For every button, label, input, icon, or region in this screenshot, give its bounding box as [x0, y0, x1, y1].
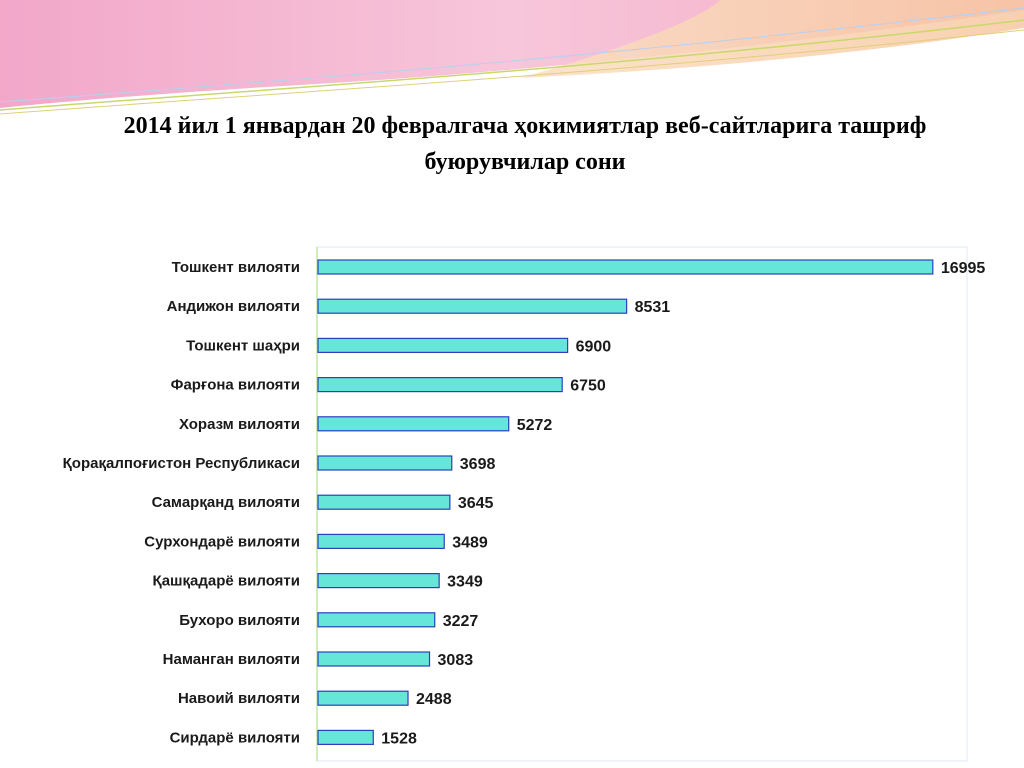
bar: [317, 573, 440, 589]
bar: [317, 298, 628, 314]
bar-chart: Тошкент вилояти 16995 Андижон вилояти 8531 Т…: [63, 246, 986, 762]
chart-title-line-1: 2014 йил 1 январдан 20 февралгача ҳокими…: [123, 113, 927, 139]
category-label: Хоразм вилояти: [179, 416, 300, 433]
value-label: 3489: [452, 534, 488, 551]
bars-group: Тошкент вилояти 16995 Андижон вилояти 8531 Т…: [63, 259, 986, 747]
value-label: 3645: [458, 495, 494, 512]
bar: [317, 690, 409, 706]
category-label: Андижон вилояти: [167, 298, 300, 315]
value-label: 5272: [517, 417, 553, 434]
bar: [317, 416, 510, 432]
bar: [317, 337, 569, 354]
category-label: Навоий вилояти: [178, 690, 300, 707]
chart-title: 2014 йил 1 январдан 20 февралгача ҳокими…: [30, 108, 1020, 180]
bar: [317, 533, 445, 549]
value-label: 6900: [576, 338, 612, 355]
category-label: Қашқадарё вилояти: [153, 573, 300, 590]
category-label: Самарқанд вилояти: [152, 494, 300, 511]
value-label: 2488: [416, 691, 452, 708]
category-label: Сирдарё вилояти: [170, 729, 300, 746]
category-label: Сурхондарё вилояти: [144, 533, 300, 550]
value-label: 3083: [438, 652, 474, 669]
category-label: Бухоро вилояти: [179, 612, 300, 629]
bar: [317, 455, 453, 471]
category-label: Қорақалпоғистон Республикаси: [63, 455, 300, 472]
chart-title-line-2: буюрувчилар сони: [424, 149, 626, 175]
bar: [317, 259, 934, 275]
bar: [317, 651, 431, 667]
bar: [317, 612, 436, 628]
value-label: 16995: [941, 260, 986, 277]
category-label: Фарғона вилояти: [171, 377, 300, 394]
header-decoration: [0, 0, 1024, 115]
category-label: Тошкент шаҳри: [186, 337, 300, 354]
bar: [317, 377, 563, 393]
value-label: 6750: [570, 378, 606, 395]
category-label: Наманган вилояти: [163, 651, 300, 668]
value-label: 1528: [381, 730, 417, 747]
bar: [317, 729, 374, 745]
bar: [317, 494, 451, 510]
value-label: 8531: [635, 299, 671, 316]
value-label: 3227: [443, 613, 479, 630]
value-label: 3349: [447, 574, 483, 591]
category-label: Тошкент вилояти: [172, 259, 300, 276]
value-label: 3698: [460, 456, 496, 473]
